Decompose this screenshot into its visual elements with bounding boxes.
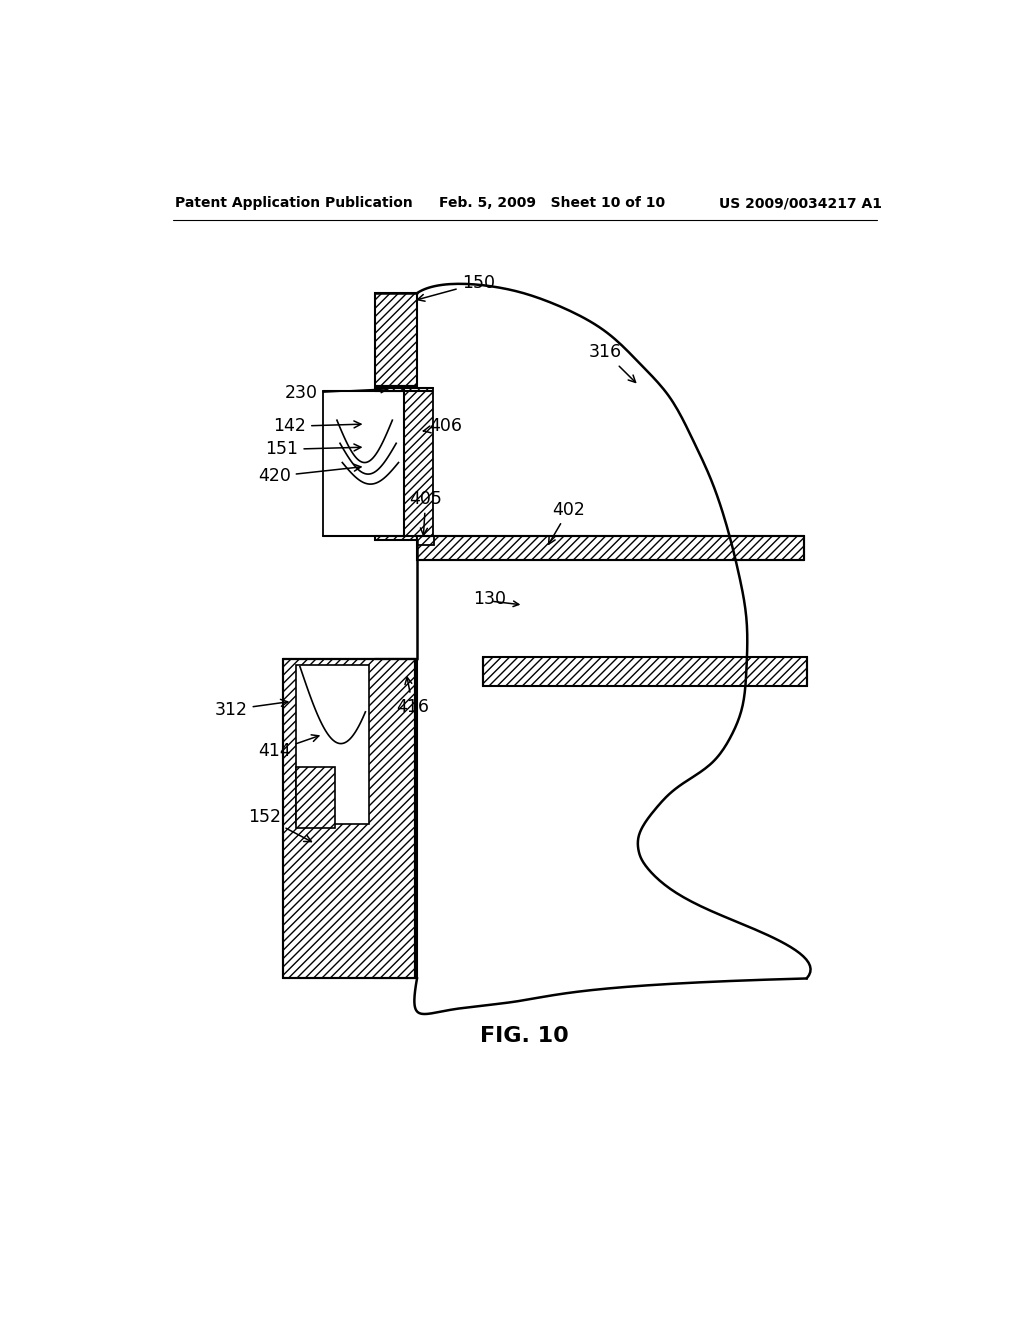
Bar [417,536,434,545]
Text: 406: 406 [423,417,462,436]
Bar [376,659,417,978]
Text: US 2009/0034217 A1: US 2009/0034217 A1 [719,197,882,210]
Bar [417,536,804,561]
Bar [323,391,403,536]
Text: 152: 152 [248,808,311,842]
Bar [403,388,433,536]
Text: 312: 312 [215,700,288,718]
Text: 130: 130 [473,590,506,607]
Text: 151: 151 [265,441,360,458]
Text: 420: 420 [258,465,360,486]
Text: 416: 416 [396,677,429,715]
Bar [376,293,417,385]
Text: Feb. 5, 2009   Sheet 10 of 10: Feb. 5, 2009 Sheet 10 of 10 [438,197,665,210]
Text: FIG. 10: FIG. 10 [480,1026,569,1047]
Bar [283,659,416,978]
Text: 150: 150 [418,275,495,301]
Text: Patent Application Publication: Patent Application Publication [175,197,413,210]
Text: 414: 414 [258,735,318,760]
Bar [296,665,370,825]
Text: 230: 230 [285,384,388,403]
Text: 142: 142 [273,417,360,436]
Bar [296,767,335,829]
Bar [483,656,807,686]
Text: 316: 316 [589,343,636,383]
Text: 402: 402 [549,500,586,544]
Bar [376,388,417,540]
Text: 405: 405 [410,490,442,535]
